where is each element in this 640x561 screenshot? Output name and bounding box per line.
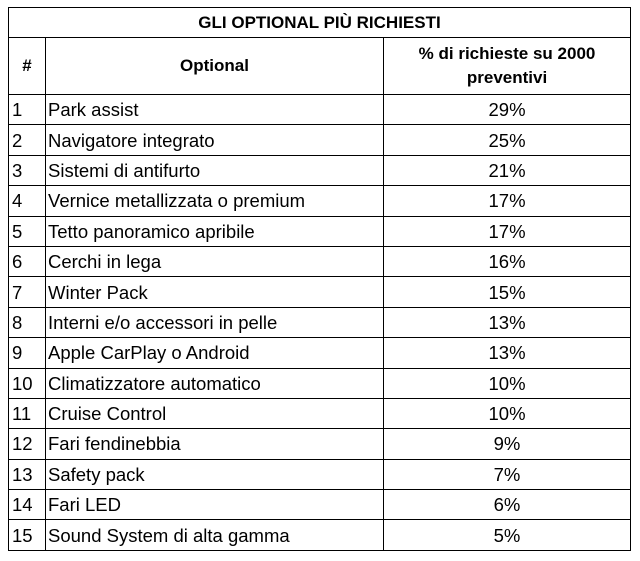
table-cell: 13% [382,306,632,339]
table-row: 1 Park assist 29% [8,93,632,126]
table-cell: Fari fendinebbia [45,428,384,460]
table-cell: 14 [8,489,46,521]
table-row: 10 Climatizzatore automatico 10% [8,367,632,399]
table-cell: Winter Pack [45,276,384,308]
table-cell: 1 [8,93,46,126]
table-cell: 9 [8,337,46,369]
table-cell: Cerchi in lega [45,245,384,278]
table-cell: 12 [8,428,46,460]
table-cell: 29% [382,93,632,126]
table-row: 15 Sound System di alta gamma 5% [8,519,632,551]
table-row: 9 Apple CarPlay o Android 13% [8,337,632,369]
table-cell: 6% [382,489,632,521]
optional-table: GLI OPTIONAL PIÙ RICHIESTI # Optional % … [7,7,632,551]
table-row: 6 Cerchi in lega 16% [8,245,632,278]
header-cell: Optional [45,37,384,95]
table-cell: Vernice metallizzata o premium [45,185,384,217]
table-row: 14 Fari LED 6% [8,489,632,521]
table-cell: 21% [382,154,632,187]
table-cell: 7 [8,276,46,308]
table-cell: 7% [382,458,632,491]
table-cell: Sound System di alta gamma [45,519,384,551]
table-cell: Tetto panoramico apribile [45,215,384,247]
table-cell: Sistemi di antifurto [45,154,384,187]
table-cell: 6 [8,245,46,278]
table-cell: 13% [382,337,632,369]
table-body: 1 Park assist 29% 2 Navigatore integrato 25% 3… [8,93,632,551]
header-cell: # [8,37,46,95]
table-cell: 15 [8,519,46,551]
table-row: 8 Interni e/o accessori in pelle 13% [8,306,632,339]
table-row: 4 Vernice metallizzata o premium 17% [8,185,632,217]
table-cell: Park assist [45,93,384,126]
table-cell: 13 [8,458,46,491]
table-cell: 15% [382,276,632,308]
table-cell: 5% [382,519,632,551]
table-cell: 16% [382,245,632,278]
table-cell: 25% [382,124,632,156]
table-row: 12 Fari fendinebbia 9% [8,428,632,460]
table-cell: 10% [382,397,632,430]
table-cell: 10% [382,367,632,399]
table-title: GLI OPTIONAL PIÙ RICHIESTI [7,7,632,38]
table-cell: 17% [382,185,632,217]
table-row: 7 Winter Pack 15% [8,276,632,308]
table-row: 13 Safety pack 7% [8,458,632,491]
table-row: 11 Cruise Control 10% [8,397,632,430]
table-cell: 10 [8,367,46,399]
table-cell: 9% [382,428,632,460]
header-cell: % di richieste su 2000 preventivi [382,37,632,95]
table-row: 5 Tetto panoramico apribile 17% [8,215,632,247]
table-cell: Apple CarPlay o Android [45,337,384,369]
table-cell: 5 [8,215,46,247]
table-cell: Cruise Control [45,397,384,430]
table-cell: 17% [382,215,632,247]
table-cell: Navigatore integrato [45,124,384,156]
table-cell: Safety pack [45,458,384,491]
table-row: 2 Navigatore integrato 25% [8,124,632,156]
table-cell: Climatizzatore automatico [45,367,384,399]
table-cell: 4 [8,185,46,217]
table-cell: Interni e/o accessori in pelle [45,306,384,339]
table-cell: Fari LED [45,489,384,521]
table-cell: 8 [8,306,46,339]
table-row: 3 Sistemi di antifurto 21% [8,154,632,187]
table-cell: 11 [8,397,46,430]
table-cell: 2 [8,124,46,156]
table-cell: 3 [8,154,46,187]
